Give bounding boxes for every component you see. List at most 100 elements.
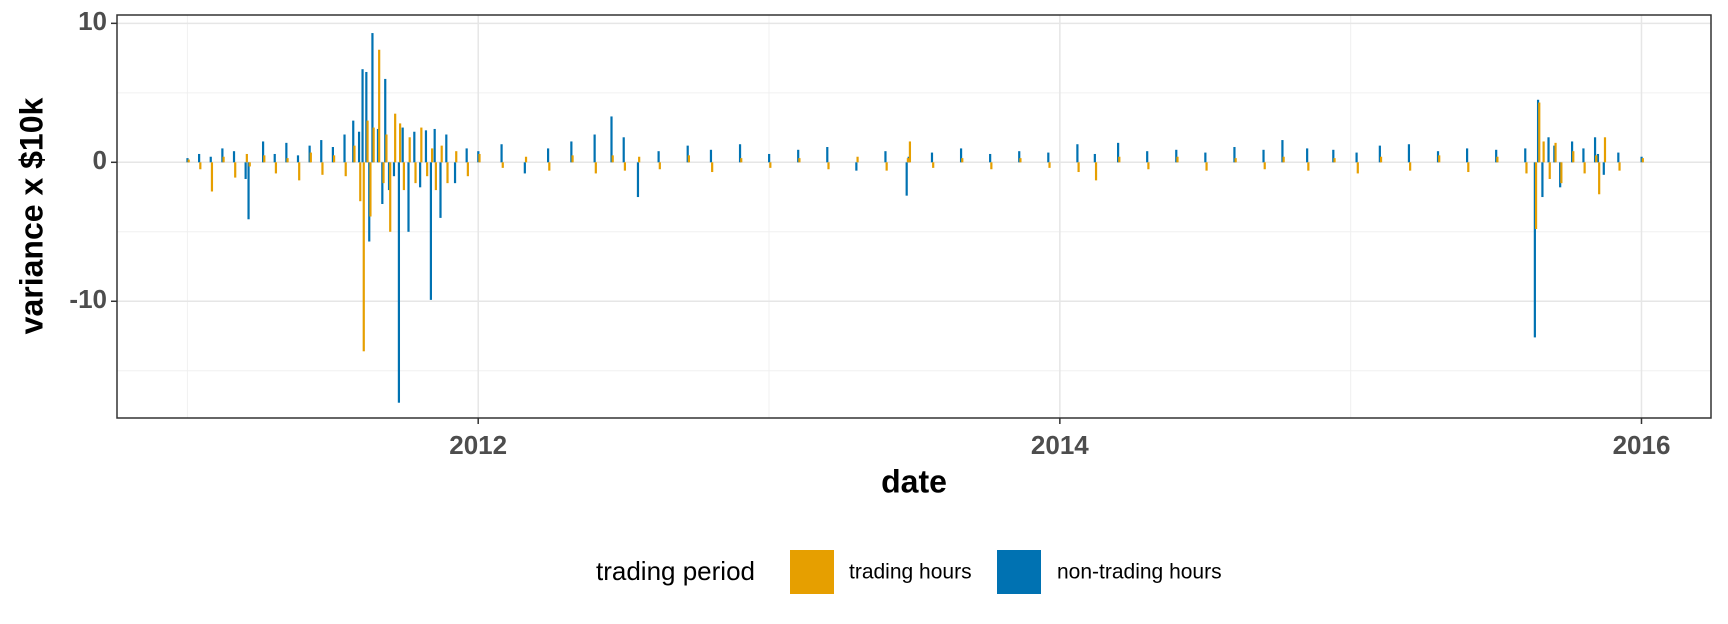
bar [1048,162,1051,168]
bar [797,149,800,163]
bar [245,153,248,163]
bar [1559,162,1562,188]
bar [232,151,236,163]
bar [711,162,714,173]
bar [1047,152,1050,163]
bar [1596,153,1600,163]
bar [1618,162,1621,171]
bar [285,142,288,163]
bar [384,78,387,163]
x-tick-label: 2016 [1613,430,1671,460]
bar [1076,144,1079,163]
bar [1593,137,1597,163]
bar [455,151,458,163]
bar [905,162,908,196]
bar [686,145,689,163]
bar [407,162,410,232]
bar [1553,145,1556,163]
bar [1378,145,1381,163]
bar [430,148,434,163]
bar [709,149,713,163]
bar [424,130,428,163]
bar [1147,162,1150,170]
bar [1094,162,1098,181]
bar [359,162,362,202]
bar [389,162,392,232]
bar [1118,156,1121,163]
bar [414,162,417,184]
bar [906,158,909,163]
bar [738,144,742,163]
bar [740,158,743,163]
bar [1467,162,1470,173]
bar [611,155,614,163]
bar [372,127,375,163]
bar [332,155,336,163]
bar [381,162,384,204]
bar [478,153,481,163]
bar [331,147,334,163]
bar [990,162,993,170]
bar [446,162,449,184]
bar [440,145,443,163]
bar [548,162,551,171]
y-tick-label: 10 [78,6,107,36]
bar [244,162,247,179]
y-tick-label: -10 [69,284,107,314]
bar [199,162,202,170]
legend-title: trading period [596,556,755,586]
bar [1570,141,1574,163]
bar [623,162,627,171]
bar [362,162,365,352]
bar [420,127,423,163]
bar [827,162,830,170]
bar [1598,162,1601,195]
bar [365,71,368,163]
bar [959,148,963,163]
bar [1538,102,1541,163]
bar [371,33,374,163]
bar [401,127,404,163]
bar [1146,151,1149,163]
bar [296,155,300,163]
bar [769,162,772,168]
bar [908,141,912,163]
bar [687,155,690,163]
bar [439,162,442,218]
bar [1548,162,1551,179]
bar [1438,155,1441,163]
bar [961,158,964,163]
bar [221,148,224,163]
bar [1603,137,1607,163]
bar [399,123,402,163]
bar [1640,156,1643,163]
bar [1306,148,1309,163]
bar [1307,162,1310,171]
bar [1542,141,1545,163]
bar [610,116,613,163]
bar [1332,149,1335,163]
bar [1541,162,1544,198]
bar [433,128,436,163]
bar [524,156,528,163]
bar [930,152,934,163]
y-axis-title: variance x $10k [13,97,49,334]
bar [429,162,432,300]
bar [1019,158,1022,163]
bar [1077,162,1080,173]
bar [1205,162,1208,171]
bar [989,153,992,163]
bar [1583,162,1586,174]
bar [369,162,372,217]
bar [594,162,597,174]
bar [1282,156,1285,163]
y-tick-label: 0 [93,145,107,175]
bar [198,153,201,163]
bar [344,162,347,177]
bar [186,158,189,163]
legend-label: non-trading hours [1057,561,1222,584]
bar [376,128,380,163]
bar [1234,158,1237,163]
bar [638,156,641,163]
bar [1176,156,1179,163]
